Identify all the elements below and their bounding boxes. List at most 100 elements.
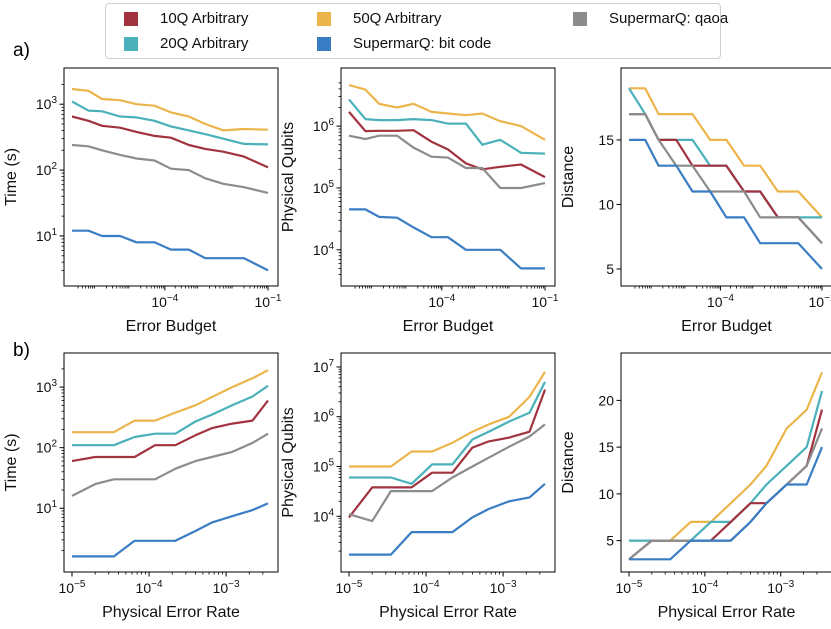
y-tick-label: 101 xyxy=(36,499,58,516)
x-tick-label: 10−3 xyxy=(490,579,517,596)
legend: 10Q Arbitrary 20Q Arbitrary 50Q Arbitrar… xyxy=(105,3,728,59)
x-tick-label: 10−4 xyxy=(136,579,163,596)
x-tick-label: 10−4 xyxy=(428,293,455,310)
y-axis-label: Distance xyxy=(560,146,577,208)
legend-label-bitcode: SupermarQ: bit code xyxy=(353,35,492,52)
y-tick-label: 107 xyxy=(313,358,335,375)
row-label-b: b) xyxy=(13,340,30,361)
y-tick-label: 105 xyxy=(313,179,335,196)
series-line-10q-arbitrary xyxy=(348,389,547,519)
x-tick-label: 10−1 xyxy=(532,293,559,310)
series-line-50q-arbitrary xyxy=(348,84,546,141)
plot-frame xyxy=(620,67,831,287)
legend-swatch-bitcode xyxy=(317,36,331,51)
series-line-supermarq-qaoa xyxy=(348,134,546,190)
x-tick-label: 10−4 xyxy=(691,579,718,596)
x-tick-label: 10−5 xyxy=(336,579,363,596)
legend-swatch-20q xyxy=(124,36,138,51)
series-line-50q-arbitrary xyxy=(629,371,824,542)
legend-swatch-qaoa xyxy=(573,11,587,26)
legend-label-qaoa: SupermarQ: qaoa xyxy=(609,10,729,27)
chart-a-time: 10−4 10−1 101 102 103 Error Budget Time (s) xyxy=(3,67,282,335)
plot-frame xyxy=(620,352,831,573)
y-tick-label: 106 xyxy=(313,408,335,425)
series-line-supermarq-bit-code xyxy=(72,229,269,272)
series-line-20q-arbitrary xyxy=(348,98,546,155)
x-tick-label: 10−1 xyxy=(809,293,831,310)
y-tick-label: 5 xyxy=(606,261,614,277)
x-tick-label: 10−5 xyxy=(59,579,86,596)
series-line-20q-arbitrary xyxy=(72,384,269,447)
x-axis-label: Physical Error Rate xyxy=(658,604,796,621)
x-tick-label: 10−3 xyxy=(213,579,240,596)
y-tick-label: 5 xyxy=(606,533,614,549)
chart-a-distance: 10−4 10−1 5 10 15 Error Budget Distance xyxy=(560,67,831,335)
y-axis-label: Physical Qubits xyxy=(280,122,297,232)
legend-item-50q: 50Q Arbitrary xyxy=(317,10,441,27)
y-tick-label: 102 xyxy=(36,439,58,456)
legend-swatch-10q xyxy=(124,11,138,26)
legend-label-50q: 50Q Arbitrary xyxy=(353,10,442,27)
y-tick-label: 105 xyxy=(313,458,335,475)
y-axis-label: Physical Qubits xyxy=(280,407,297,517)
x-axis-label: Physical Error Rate xyxy=(102,604,240,621)
legend-label-10q: 10Q Arbitrary xyxy=(160,10,249,27)
chart-b-qubits: 10−5 10−4 10−3 104 105 106 107 Physical Error R… xyxy=(280,352,556,621)
legend-item-bitcode: SupermarQ: bit code xyxy=(317,35,491,52)
series-line-50q-arbitrary xyxy=(349,371,546,468)
series-line-10q-arbitrary xyxy=(71,399,269,463)
x-axis-label: Error Budget xyxy=(126,318,217,335)
y-tick-label: 102 xyxy=(36,161,58,178)
y-tick-label: 104 xyxy=(313,507,335,524)
y-axis-label: Distance xyxy=(560,431,577,493)
series-line-20q-arbitrary xyxy=(629,390,824,542)
y-tick-label: 15 xyxy=(598,132,614,148)
legend-label-20q: 20Q Arbitrary xyxy=(160,35,249,52)
y-tick-label: 10 xyxy=(598,196,614,212)
y-tick-label: 103 xyxy=(36,378,58,395)
series-line-supermarq-qaoa xyxy=(629,112,823,244)
series-line-supermarq-bit-code xyxy=(349,482,546,556)
plot-frame xyxy=(340,352,556,573)
x-tick-label: 10−4 xyxy=(413,579,440,596)
series-line-supermarq-qaoa xyxy=(71,143,269,194)
y-axis-label: Time (s) xyxy=(3,433,20,491)
legend-swatch-50q xyxy=(317,11,331,26)
series-line-10q-arbitrary xyxy=(71,115,269,169)
plot-frame xyxy=(340,67,556,287)
y-tick-label: 15 xyxy=(598,439,614,455)
plot-frame xyxy=(63,67,279,287)
series-line-50q-arbitrary xyxy=(72,369,269,434)
legend-item-20q: 20Q Arbitrary xyxy=(124,35,248,52)
x-tick-label: 10−4 xyxy=(707,293,734,310)
y-tick-label: 20 xyxy=(598,392,614,408)
series-line-supermarq-qaoa xyxy=(348,423,546,523)
y-tick-label: 101 xyxy=(36,227,58,244)
chart-b-distance: 10−5 10−4 10−3 5 10 15 20 Physical Error Rate Di… xyxy=(560,352,831,621)
x-axis-label: Error Budget xyxy=(403,318,494,335)
series-line-20q-arbitrary xyxy=(349,381,546,485)
series-line-20q-arbitrary xyxy=(628,87,822,219)
series-line-supermarq-bit-code xyxy=(72,502,269,558)
y-tick-label: 10 xyxy=(598,486,614,502)
series-line-supermarq-qaoa xyxy=(71,432,269,497)
y-tick-label: 106 xyxy=(313,117,335,134)
x-tick-label: 10−1 xyxy=(255,293,282,310)
x-axis-label: Physical Error Rate xyxy=(379,604,517,621)
series-line-10q-arbitrary xyxy=(348,111,546,179)
series-line-supermarq-bit-code xyxy=(629,138,823,270)
chart-a-qubits: 10−4 10−1 104 105 106 Error Budget Physical Qu… xyxy=(280,67,559,335)
y-axis-label: Time (s) xyxy=(3,148,20,206)
series-line-supermarq-bit-code xyxy=(629,446,824,561)
chart-b-time: 10−5 10−4 10−3 101 102 103 Physical Error Rate… xyxy=(3,352,279,621)
x-tick-label: 10−5 xyxy=(616,579,643,596)
plot-frame xyxy=(63,352,279,573)
x-axis-label: Error Budget xyxy=(681,318,772,335)
row-label-a: a) xyxy=(13,40,30,61)
x-tick-label: 10−3 xyxy=(767,579,794,596)
x-tick-label: 10−4 xyxy=(151,293,178,310)
series-line-50q-arbitrary xyxy=(629,87,823,219)
series-line-supermarq-bit-code xyxy=(349,208,545,270)
legend-item-qaoa: SupermarQ: qaoa xyxy=(573,10,728,27)
